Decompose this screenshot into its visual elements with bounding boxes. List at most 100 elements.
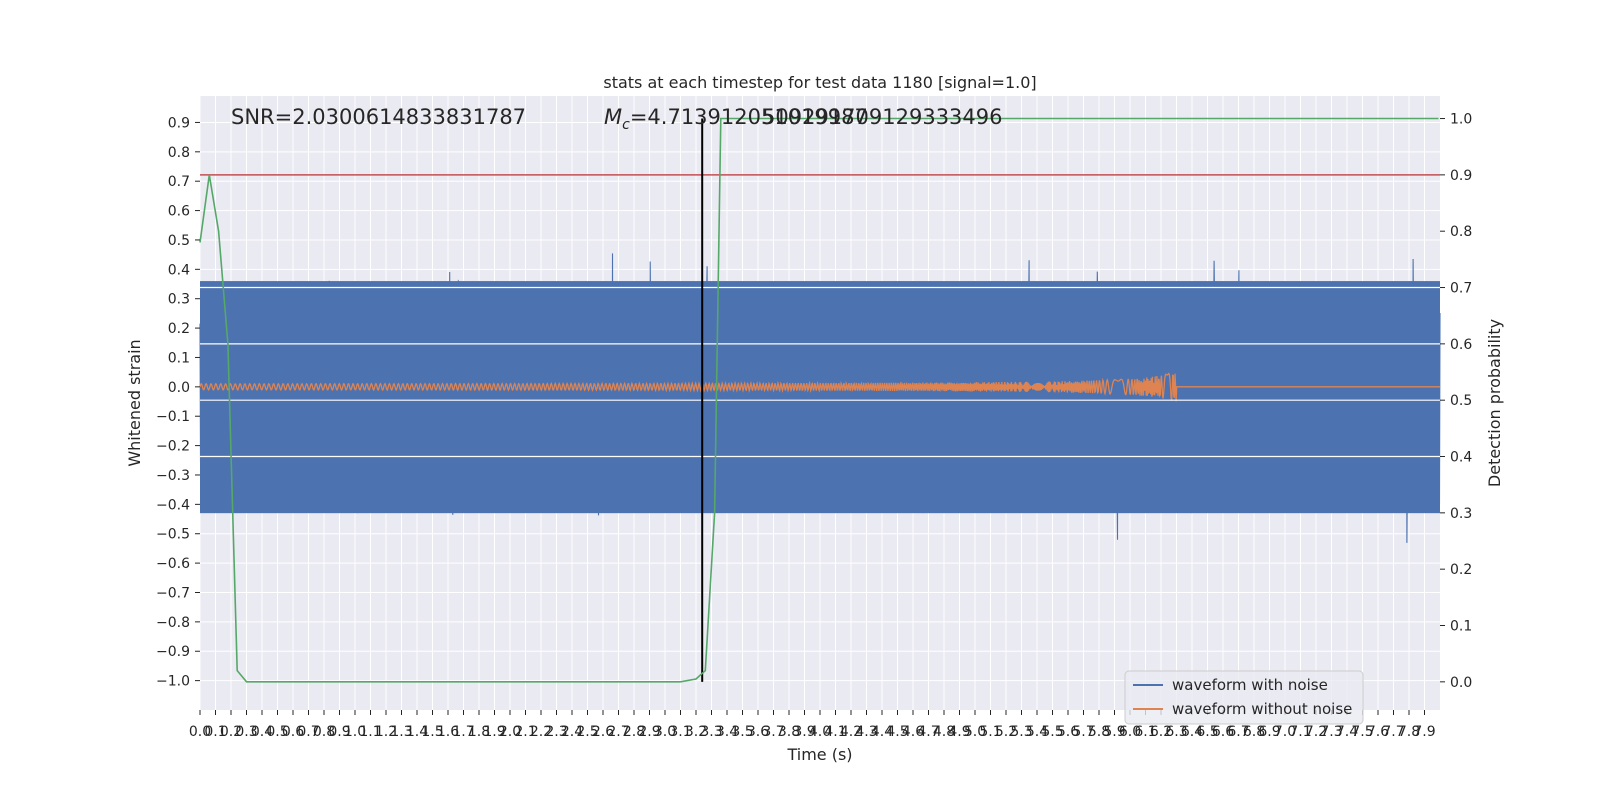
x-tick-label: 0.7 (297, 724, 319, 740)
x-tick-label: 4.4 (871, 724, 893, 740)
y-tick-label: −0.9 (156, 644, 190, 660)
x-tick-label: 2.3 (545, 724, 567, 740)
x-tick-label: 3.2 (685, 724, 707, 740)
x-tick-label: 5.6 (1057, 724, 1079, 740)
x-tick-label: 3.5 (731, 724, 753, 740)
x-tick-label: 0.6 (282, 724, 304, 740)
snr-annotation: SNR=2.0300614833831787 (231, 105, 526, 129)
x-ticks: 0.00.10.20.30.40.50.60.70.80.91.01.11.21… (189, 710, 1436, 740)
y-tick-label: −0.3 (156, 468, 190, 484)
x-tick-label: 7.6 (1367, 724, 1389, 740)
y2-tick-label: 1.0 (1450, 112, 1472, 128)
y-tick-label: −0.1 (156, 409, 190, 425)
noise-series-layer (199, 253, 1441, 543)
x-tick-label: 6.0 (1119, 724, 1141, 740)
x-tick-label: 2.7 (607, 724, 629, 740)
y2-ticks: 1.0 0.9 0.8 0.7 0.6 0.5 0.4 0.3 0.2 0.1 0.0 (1440, 112, 1472, 691)
y-ticks: 0.9 0.8 0.7 0.6 0.5 0.4 0.3 0.2 0.1 0.0 −0.1 −0.2 −0… (156, 115, 200, 690)
x-tick-label: 4.3 (855, 724, 877, 740)
y-tick-label: −0.4 (156, 497, 190, 513)
x-tick-label: 4.9 (948, 724, 970, 740)
y2-tick-label: 0.0 (1450, 675, 1472, 691)
waveform-without-noise-line (199, 372, 1440, 402)
x-tick-label: 6.4 (1181, 724, 1203, 740)
x-tick-label: 4.2 (840, 724, 862, 740)
y2-tick-label: 0.9 (1450, 168, 1472, 184)
x-tick-label: 1.1 (359, 724, 381, 740)
y-tick-label: 0.3 (168, 292, 190, 308)
y-tick-label: 0.9 (168, 115, 190, 131)
y-tick-label: −0.7 (156, 585, 190, 601)
y2-tick-label: 0.1 (1450, 619, 1472, 635)
x-tick-label: 3.8 (778, 724, 800, 740)
x-tick-label: 6.6 (1212, 724, 1234, 740)
x-tick-label: 5.7 (1072, 724, 1094, 740)
x-tick-label: 6.5 (1196, 724, 1218, 740)
x-tick-label: 7.1 (1289, 724, 1311, 740)
x-tick-label: 0.3 (235, 724, 257, 740)
mc-annotation: Mc=4.713912051019987 (604, 105, 868, 133)
x-tick-label: 0.0 (189, 724, 211, 740)
x-tick-label: 2.9 (638, 724, 660, 740)
x-tick-label: 0.9 (328, 724, 350, 740)
y2-axis-label: Detection probability (1485, 319, 1504, 487)
x-tick-label: 2.6 (592, 724, 614, 740)
x-tick-label: 4.6 (902, 724, 924, 740)
y2-tick-label: 0.6 (1450, 337, 1472, 353)
x-tick-label: 7.0 (1274, 724, 1296, 740)
mc-value: =4.713912051019987 (630, 105, 868, 129)
x-tick-label: 2.5 (576, 724, 598, 740)
x-tick-label: 5.1 (979, 724, 1001, 740)
y-tick-label: −0.8 (156, 615, 190, 631)
x-tick-label: 6.1 (1134, 724, 1156, 740)
x-tick-label: 2.1 (514, 724, 536, 740)
x-tick-label: 5.2 (995, 724, 1017, 740)
legend-label-clean: waveform without noise (1172, 700, 1352, 718)
chirp-series-layer (199, 372, 1440, 402)
x-tick-label: 7.7 (1382, 724, 1404, 740)
x-tick-label: 1.4 (406, 724, 428, 740)
y-tick-label: 0.7 (168, 174, 190, 190)
x-tick-label: 1.8 (468, 724, 490, 740)
x-tick-label: 7.2 (1305, 724, 1327, 740)
y2-tick-label: 0.4 (1450, 450, 1472, 466)
x-tick-label: 1.3 (390, 724, 412, 740)
x-tick-label: 7.4 (1336, 724, 1358, 740)
x-tick-label: 4.8 (933, 724, 955, 740)
x-tick-label: 0.5 (266, 724, 288, 740)
x-tick-label: 5.9 (1103, 724, 1125, 740)
x-tick-label: 1.7 (452, 724, 474, 740)
x-tick-label: 1.0 (344, 724, 366, 740)
x-tick-label: 3.3 (700, 724, 722, 740)
x-tick-label: 0.4 (251, 724, 273, 740)
y-tick-label: −1.0 (156, 674, 190, 690)
y-tick-label: 0.8 (168, 145, 190, 161)
x-tick-label: 7.5 (1351, 724, 1373, 740)
y-axis-label: Whitened strain (125, 339, 144, 466)
x-tick-label: 4.0 (809, 724, 831, 740)
x-tick-label: 3.6 (747, 724, 769, 740)
y2-tick-label: 0.5 (1450, 393, 1472, 409)
legend-label-noise: waveform with noise (1172, 676, 1328, 694)
x-tick-label: 2.2 (530, 724, 552, 740)
mc-overlap-annotation: 509291709129333496 (762, 105, 1003, 129)
x-tick-label: 6.8 (1243, 724, 1265, 740)
x-axis-label: Time (s) (786, 745, 852, 764)
x-tick-label: 7.3 (1320, 724, 1342, 740)
x-tick-label: 3.4 (716, 724, 738, 740)
mc-subscript: c (622, 117, 630, 133)
x-tick-label: 3.7 (762, 724, 784, 740)
x-tick-label: 1.6 (437, 724, 459, 740)
chart-title: stats at each timestep for test data 118… (603, 73, 1036, 92)
x-tick-label: 2.8 (623, 724, 645, 740)
x-tick-label: 6.3 (1165, 724, 1187, 740)
y-tick-label: −0.6 (156, 556, 190, 572)
x-tick-label: 1.9 (483, 724, 505, 740)
y-tick-label: −0.2 (156, 439, 190, 455)
mc-symbol: M (604, 105, 622, 129)
x-tick-label: 4.7 (917, 724, 939, 740)
legend-box (1124, 670, 1364, 725)
x-tick-label: 0.1 (204, 724, 226, 740)
